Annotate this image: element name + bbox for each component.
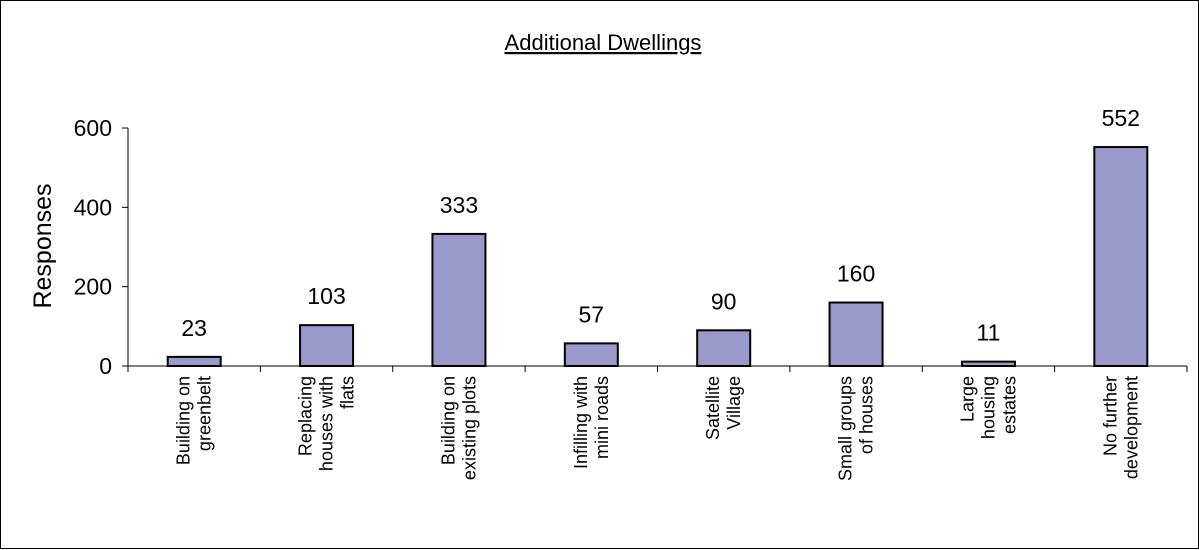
category-label-line: estates: [999, 376, 1019, 434]
chart-title: Additional Dwellings: [505, 30, 702, 55]
category-label-line: houses with: [317, 376, 337, 471]
y-tick-label: 0: [99, 353, 112, 379]
bar: [1093, 146, 1149, 367]
category-label-line: Building on: [174, 376, 194, 465]
category-label: SatelliteVillage: [703, 376, 744, 440]
category-label-line: Building on: [438, 376, 458, 465]
category-label-line: flats: [338, 376, 358, 409]
category-label-line: Village: [724, 376, 744, 430]
category-label-line: greenbelt: [195, 376, 215, 451]
category-label-line: existing plots: [459, 376, 479, 480]
category-label-line: No further: [1100, 376, 1120, 456]
bar: [696, 329, 752, 367]
category-label-line: Small groups: [836, 376, 856, 481]
bar: [299, 324, 355, 368]
category-label: Small groupsof houses: [836, 376, 877, 481]
y-tick-label: 600: [74, 115, 112, 141]
data-label: 160: [837, 261, 875, 287]
category-label-line: of houses: [857, 376, 877, 454]
data-label: 11: [976, 320, 1000, 346]
data-label: 57: [579, 301, 605, 327]
data-label: 90: [711, 288, 737, 314]
category-label: No furtherdevelopment: [1100, 376, 1141, 479]
y-tick-label: 400: [74, 194, 112, 220]
category-label-line: Satellite: [703, 376, 723, 440]
category-label: Building ongreenbelt: [174, 376, 215, 465]
data-label: 103: [307, 283, 345, 309]
category-label: Largehousingestates: [957, 376, 1019, 439]
category-label: Infilling withmini roads: [571, 376, 612, 469]
category-label-line: Infilling with: [571, 376, 591, 469]
bar: [166, 355, 222, 368]
y-tick-label: 200: [74, 274, 112, 300]
category-label-line: development: [1121, 376, 1141, 479]
bar: [563, 342, 619, 368]
y-axis-title: Responses: [29, 183, 57, 308]
category-label-line: Replacing: [296, 376, 316, 456]
bar: [960, 360, 1016, 367]
data-label: 333: [440, 192, 478, 218]
data-label: 23: [181, 315, 207, 341]
category-label-line: housing: [978, 376, 998, 439]
category-label-line: Large: [957, 376, 977, 422]
category-label: Replacinghouses withflats: [296, 376, 358, 471]
category-label-line: mini roads: [592, 376, 612, 459]
bar: [828, 301, 884, 367]
category-label: Building onexisting plots: [438, 376, 479, 480]
data-label: 552: [1102, 105, 1140, 131]
bar: [431, 232, 487, 367]
